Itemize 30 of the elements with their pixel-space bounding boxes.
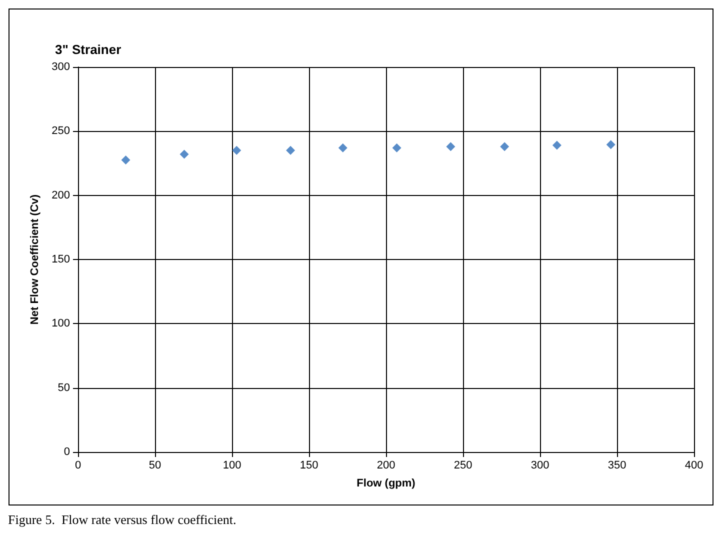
x-tick-label: 100	[222, 460, 242, 472]
x-tick-label: 400	[684, 460, 704, 472]
y-tick-label: 0	[64, 446, 70, 458]
point	[392, 143, 402, 152]
point	[286, 146, 296, 155]
x-tick-label: 150	[300, 460, 318, 472]
x-tick-label: 0	[74, 460, 82, 472]
y-axis-title: Net Flow Coefficient (Cv)	[29, 194, 42, 325]
x-tick-label: 300	[530, 460, 550, 472]
x-tick-label: 200	[376, 460, 396, 472]
point	[606, 140, 616, 150]
x-tick-label: 350	[608, 460, 626, 472]
x-tick-label: 250	[454, 460, 472, 472]
point	[338, 143, 348, 152]
point	[500, 142, 510, 152]
point	[552, 140, 562, 150]
chart-title: 3" Strainer	[55, 42, 122, 57]
point	[121, 156, 130, 165]
y-tick-label: 150	[52, 254, 70, 266]
x-axis-title: Flow (gpm)	[356, 478, 416, 490]
point	[232, 146, 242, 155]
y-tick-label: 300	[52, 61, 70, 73]
caption: Figure 5. Flow rate versus flow coefficient.	[8, 512, 236, 527]
point	[446, 142, 456, 152]
y-tick-label: 50	[58, 382, 70, 394]
y-tick-label: 100	[52, 318, 70, 330]
y-tick-label: 250	[52, 125, 70, 138]
point	[180, 150, 189, 159]
x-tick-label: 50	[148, 460, 162, 472]
y-tick-label: 200	[52, 189, 70, 202]
